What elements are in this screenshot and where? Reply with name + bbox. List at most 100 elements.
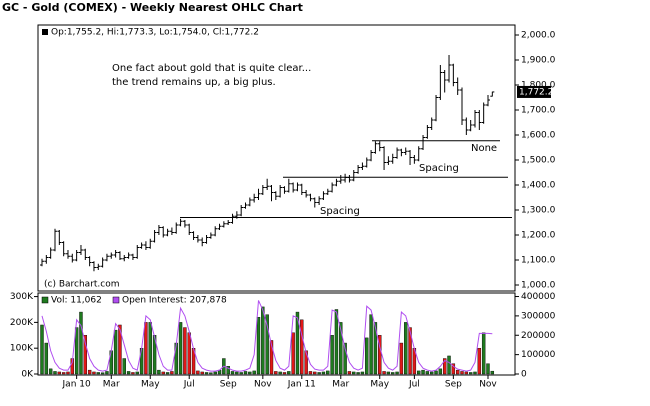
y-tick-label: 1,500.0 <box>521 156 556 166</box>
volume-bar <box>490 370 495 375</box>
volume-bar <box>486 363 490 375</box>
volume-bar <box>378 335 382 375</box>
y-tick-label: 2,000.0 <box>521 31 556 41</box>
volume-bar <box>360 371 365 375</box>
volume-bar <box>122 358 126 375</box>
y-tick-label: 1,400.0 <box>521 181 556 191</box>
volume-panel <box>37 292 516 376</box>
x-tick-label: Mar <box>332 380 349 390</box>
y2-tick-label: 0 <box>521 370 527 380</box>
volume-bar <box>148 322 152 375</box>
last-price-label: 1,772.2 <box>519 87 553 97</box>
volume-bar <box>339 322 343 375</box>
credit: (c) Barchart.com <box>44 280 120 290</box>
annotation: the trend remains up, a big plus. <box>112 77 276 88</box>
volume-bar <box>79 311 83 375</box>
volume-bar <box>287 371 291 375</box>
volume-bar <box>230 371 235 375</box>
volume-bar <box>170 371 174 375</box>
volume-bar <box>265 314 269 375</box>
volume-bar <box>404 322 408 375</box>
volume-bar <box>326 370 330 375</box>
volume-bar <box>226 366 230 375</box>
volume-bar <box>430 371 434 375</box>
volume-bar <box>269 340 274 375</box>
volume-bar <box>347 371 352 375</box>
volume-bar <box>105 371 109 375</box>
volume-bar <box>369 314 373 375</box>
volume-bar <box>187 332 191 375</box>
volume-bar <box>131 372 135 375</box>
x-tick-label: May <box>370 380 389 390</box>
volume-bar <box>334 309 339 375</box>
y-tick-label: 300K <box>10 292 34 302</box>
price-panel <box>37 24 516 292</box>
volume-bar <box>313 371 317 375</box>
y2-tick-label: 200000 <box>521 331 556 341</box>
volume-bar <box>157 369 161 375</box>
volume-bar <box>165 372 170 375</box>
y2-tick-label: 300000 <box>521 311 556 321</box>
volume-bar <box>421 369 425 375</box>
volume-bar <box>113 329 118 375</box>
volume-bar <box>126 371 131 375</box>
y-tick-label: 1,000.0 <box>521 281 556 291</box>
volume-bar <box>477 347 482 375</box>
volume-bar <box>330 335 334 375</box>
volume-bar <box>248 371 252 375</box>
volume-bar <box>252 370 256 375</box>
y-tick-label: 100K <box>10 344 34 354</box>
volume-bar <box>481 332 486 375</box>
volume-bar <box>468 372 473 375</box>
volume-bar <box>391 372 395 375</box>
volume-bar <box>200 371 204 375</box>
volume-bar <box>425 371 430 375</box>
y-tick-label: 200K <box>10 318 34 328</box>
y-tick-label: 1,300.0 <box>521 206 556 216</box>
volume-bar <box>61 372 66 375</box>
volume-bar <box>295 311 300 375</box>
chart-title: GC - Gold (COMEX) - Weekly Nearest OHLC … <box>2 1 303 14</box>
y2-tick-label: 100000 <box>521 350 556 360</box>
legend-label: Open Interest: 207,878 <box>122 296 227 306</box>
ohlc-legend: Op:1,755.2, Hi:1,773.3, Lo:1,754.0, Cl:1… <box>51 28 259 38</box>
volume-bar <box>261 306 265 375</box>
volume-bar <box>408 327 412 375</box>
volume-bar <box>417 370 421 375</box>
x-tick-label: Jan 11 <box>287 380 316 390</box>
volume-bar <box>87 369 92 375</box>
volume-bar <box>48 368 53 375</box>
y-tick-label: 1,600.0 <box>521 131 556 141</box>
volume-bar <box>144 322 148 375</box>
last-price-box <box>517 85 551 98</box>
volume-bar <box>447 355 451 375</box>
volume-bar <box>66 371 70 375</box>
volume-bar <box>356 372 360 375</box>
volume-bar <box>282 372 287 375</box>
volume-bar <box>135 371 139 375</box>
x-tick-label: Jul <box>408 380 420 390</box>
x-tick-label: Nov <box>254 380 272 390</box>
legend-swatch <box>42 29 48 35</box>
volume-bar <box>239 372 243 375</box>
volume-bar <box>83 335 88 375</box>
y-tick-label: 1,900.0 <box>521 56 556 66</box>
x-tick-label: May <box>141 380 160 390</box>
volume-bar <box>235 371 239 375</box>
volume-bar <box>209 372 213 375</box>
x-tick-label: Jul <box>183 380 195 390</box>
volume-bar <box>321 371 326 375</box>
volume-bar <box>460 371 464 375</box>
volume-bar <box>308 371 313 375</box>
volume-bar <box>256 317 261 375</box>
volume-bar <box>365 337 369 375</box>
volume-bar <box>373 322 378 375</box>
x-tick-label: Mar <box>103 380 120 390</box>
volume-bar <box>399 342 404 375</box>
x-tick-label: Nov <box>479 380 497 390</box>
open-interest-line <box>41 300 493 372</box>
volume-bar <box>196 370 200 375</box>
y-tick-label: 1,100.0 <box>521 256 556 266</box>
